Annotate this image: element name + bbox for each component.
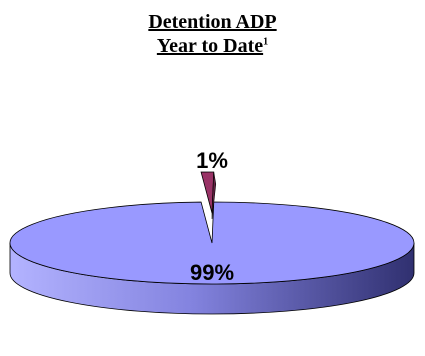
data-label-99: 99%: [190, 260, 234, 285]
title-line-2: Year to Date: [156, 35, 264, 57]
pie-slice-1: [200, 171, 215, 214]
pie-slice-99: [9, 201, 415, 285]
title-footnote-mark: 1: [263, 36, 269, 48]
title-line-1: Detention ADP: [148, 11, 277, 33]
data-label-1: 1%: [196, 148, 228, 173]
chart-title: Detention ADP Year to Date1: [0, 10, 425, 58]
pie-slice-1-side: [211, 171, 217, 220]
